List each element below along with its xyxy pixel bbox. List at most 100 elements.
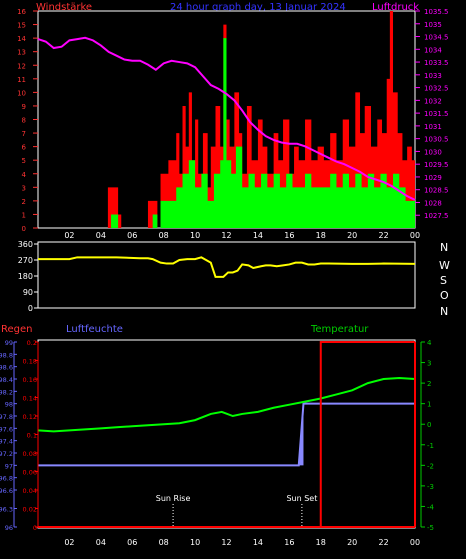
temperature-tick-label: -3 (427, 483, 434, 491)
humidity-tick-label: 98.2 (0, 388, 13, 396)
wind-tick-label: 5 (22, 157, 26, 165)
pressure-tick-label: 1030 (424, 148, 442, 156)
direction-tick-label: 90 (23, 288, 33, 297)
x-tick-label: 18 (316, 231, 326, 240)
humidity-line (38, 402, 415, 467)
rain-tick-label: 0.04 (23, 487, 37, 495)
pressure-tick-label: 1028.5 (424, 187, 449, 195)
temperature-line (37, 376, 416, 433)
regen-label: Regen (1, 324, 33, 335)
x-tick-label: 20 (347, 538, 357, 547)
pressure-line (37, 36, 416, 201)
pressure-tick-label: 1032 (424, 97, 442, 105)
temperature-tick-label: 4 (427, 339, 432, 347)
wind-tick-label: 3 (22, 184, 26, 192)
luftdruck-label: Luftdruck (372, 2, 419, 13)
rain-tick-label: 0.08 (23, 450, 37, 458)
direction-tick-label: 0 (28, 304, 33, 313)
rain-tick-label: 0.18 (23, 358, 37, 366)
x-tick-label: 16 (284, 231, 294, 240)
wind-tick-label: 16 (17, 8, 26, 16)
pressure-tick-label: 1029.5 (424, 161, 449, 169)
x-tick-label: 00 (410, 231, 420, 240)
humidity-tick-label: 96.3 (0, 506, 13, 514)
x-tick-label: 02 (64, 231, 74, 240)
pressure-tick-label: 1031.5 (424, 110, 449, 118)
rain-humidity-temperature-panel (37, 339, 416, 529)
pressure-tick-label: 1033 (424, 72, 442, 80)
wind-tick-label: 6 (22, 144, 27, 152)
wind-tick-label: 0 (22, 225, 26, 233)
rain-tick-label: 0 (33, 524, 37, 532)
x-tick-label: 14 (253, 538, 263, 547)
pressure-tick-label: 1035 (424, 21, 442, 29)
x-tick-label: 14 (253, 231, 263, 240)
rain-tick-label: 0.14 (23, 395, 37, 403)
x-tick-label: 04 (96, 231, 106, 240)
x-tick-label: 12 (221, 538, 231, 547)
direction-letter-o: O (440, 289, 449, 302)
humidity-tick-label: 99 (5, 339, 13, 347)
rain-tick-label: 0.02 (23, 506, 37, 514)
pressure-tick-label: 1030.5 (424, 136, 449, 144)
wind-tick-label: 2 (22, 198, 26, 206)
wind-tick-label: 7 (22, 130, 26, 138)
wind-tick-label: 15 (17, 22, 26, 30)
humidity-tick-label: 96.8 (0, 475, 13, 483)
temperature-tick-label: 3 (427, 360, 431, 368)
direction-tick-label: 270 (18, 256, 33, 265)
wind-tick-label: 4 (22, 171, 27, 179)
temperatur-label: Temperatur (310, 324, 369, 335)
x-tick-label: 06 (127, 231, 137, 240)
temperature-tick-label: 1 (427, 401, 431, 409)
humidity-tick-label: 97.6 (0, 425, 13, 433)
humidity-tick-label: 97.4 (0, 438, 13, 446)
rain-tick-label: 0.06 (23, 469, 37, 477)
pressure-tick-label: 1029 (424, 174, 442, 182)
pressure-tick-label: 1031 (424, 123, 442, 131)
graph-title: 24 hour graph day, 13 Januar 2024 (170, 2, 346, 13)
wind-tick-label: 11 (17, 76, 26, 84)
wind-tick-label: 10 (17, 89, 26, 97)
pressure-tick-label: 1035.5 (424, 8, 449, 16)
humidity-tick-label: 98.8 (0, 351, 13, 359)
x-tick-label: 08 (159, 538, 169, 547)
humidity-tick-label: 98 (5, 401, 13, 409)
x-tick-label: 18 (316, 538, 326, 547)
luftfeuchte-label: Luftfeuchte (66, 324, 123, 335)
wind-pressure-chart: 0123456789101112131415161027.510281028.5… (17, 8, 448, 240)
sun-rise-label: Sun Rise (156, 494, 191, 503)
pressure-tick-label: 1032.5 (424, 85, 449, 93)
wind-tick-label: 13 (17, 49, 26, 57)
humidity-tick-label: 96.6 (0, 487, 13, 495)
x-tick-label: 10 (190, 538, 200, 547)
wind-direction-line (38, 256, 416, 278)
pressure-tick-label: 1034 (424, 46, 442, 54)
wind-direction-chart: 360 270 180 90 0 (18, 240, 416, 313)
temperature-tick-label: 2 (427, 380, 431, 388)
x-tick-label: 20 (347, 231, 357, 240)
x-tick-label: 08 (159, 231, 169, 240)
pressure-tick-label: 1033.5 (424, 59, 449, 67)
rain-tick-label: 0.16 (23, 376, 37, 384)
temperature-tick-label: -5 (427, 524, 434, 532)
humidity-tick-label: 98.4 (0, 376, 13, 384)
direction-letter-s: S (440, 274, 447, 287)
temperature-tick-label: -2 (427, 462, 434, 470)
pressure-tick-label: 1034.5 (424, 34, 449, 42)
humidity-tick-label: 96 (5, 524, 13, 532)
x-tick-label: 10 (190, 231, 200, 240)
humidity-tick-label: 97.8 (0, 413, 13, 421)
rain-tick-label: 0.1 (27, 432, 37, 440)
x-tick-label: 02 (64, 538, 74, 547)
x-tick-label: 06 (127, 538, 137, 547)
humidity-tick-label: 98.6 (0, 364, 13, 372)
x-tick-label: 12 (221, 231, 231, 240)
wind-tick-label: 8 (22, 117, 26, 125)
pressure-tick-label: 1028 (424, 199, 442, 207)
pressure-tick-label: 1027.5 (424, 212, 449, 220)
rain-humidity-temperature-chart: 96 96.3 96.6 96.8 97 97.2 97.4 97.6 97.8 98 98.2 98… (0, 339, 435, 547)
temperature-tick-label: 0 (427, 421, 431, 429)
